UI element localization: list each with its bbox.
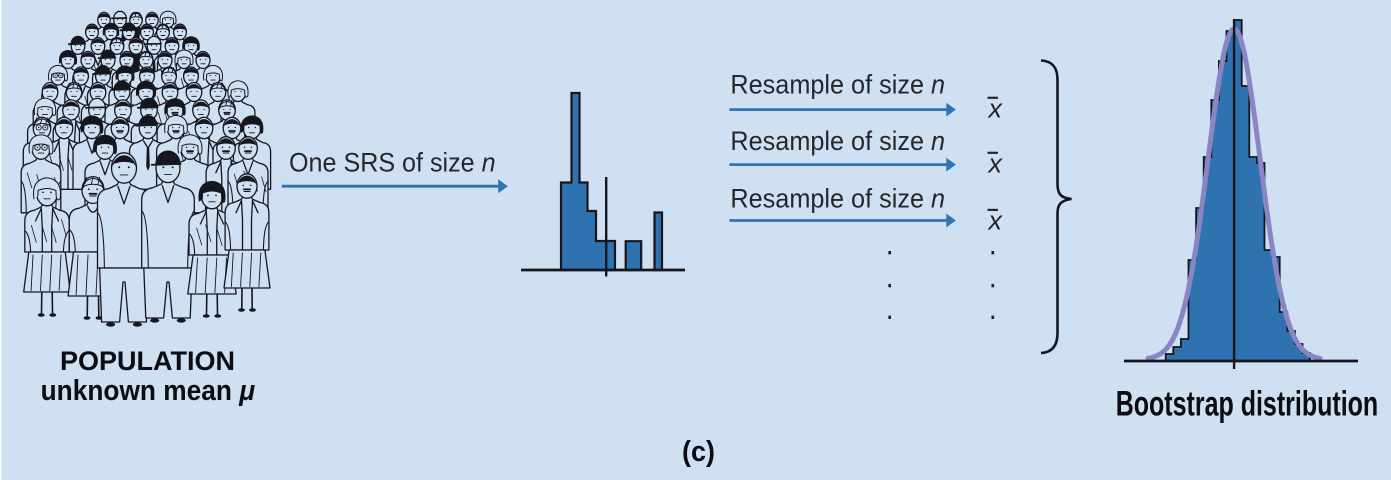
- svg-text:unknown mean μ: unknown mean μ: [41, 375, 256, 407]
- svg-text:x: x: [987, 93, 1004, 123]
- svg-text:Resample of size n: Resample of size n: [730, 184, 945, 214]
- svg-text:x: x: [987, 205, 1004, 235]
- svg-text:(c): (c): [682, 436, 715, 468]
- svg-text:Resample of size n: Resample of size n: [730, 126, 945, 156]
- svg-text:x: x: [987, 148, 1004, 178]
- svg-text:One SRS of size n: One SRS of size n: [289, 147, 496, 177]
- svg-text:Resample of size n: Resample of size n: [730, 70, 945, 100]
- svg-text:POPULATION: POPULATION: [60, 346, 235, 376]
- svg-text:Bootstrap distribution: Bootstrap distribution: [1116, 385, 1379, 424]
